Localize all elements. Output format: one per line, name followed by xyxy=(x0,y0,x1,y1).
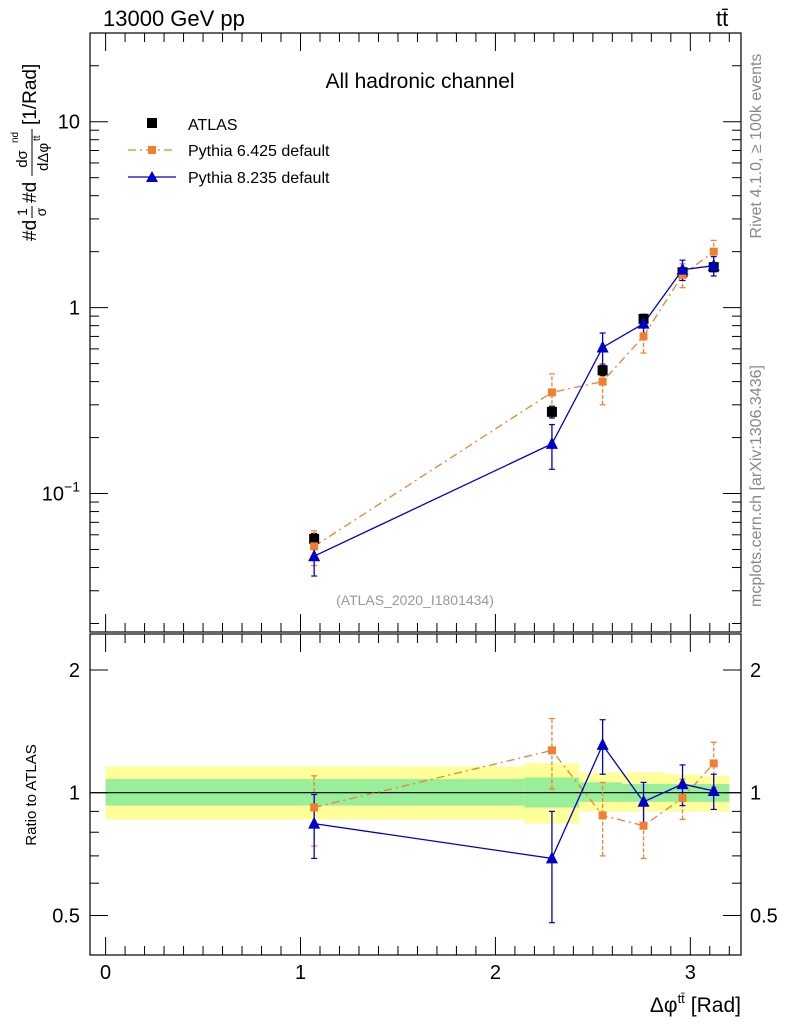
process-label: tt̄ xyxy=(716,6,729,31)
x-tick-label: 2 xyxy=(490,962,501,984)
main-y-tick-label: 1 xyxy=(69,298,80,320)
ratio-panel: 0.5 0.5 1 1 2 2 0 1 2 3 Ratio to ATLAS Δφtt̄ [Rad… xyxy=(23,633,778,1017)
legend-entry-pythia8: Pythia 8.235 default xyxy=(128,170,330,187)
ylabel-frac2-den-sup: tt̄ xyxy=(31,135,43,141)
ratio-point-pythia-6-425-default xyxy=(547,746,556,755)
x-tick-labels: 0 1 2 3 xyxy=(100,962,696,984)
ylabel-mid: #d xyxy=(20,182,41,203)
main-point-atlas xyxy=(546,406,557,417)
legend-pythia8-marker xyxy=(146,171,158,182)
main-point-atlas xyxy=(597,365,608,376)
energy-label: 13000 GeV pp xyxy=(103,6,245,31)
legend-entry-pythia6: Pythia 6.425 default xyxy=(128,143,330,160)
main-point-pythia-6-425-default xyxy=(678,270,687,279)
main-point-pythia-8-235-default xyxy=(676,262,689,275)
ratio-y-tick-label: 2 xyxy=(69,660,80,682)
main-point-atlas xyxy=(309,533,320,544)
legend-atlas-label: ATLAS xyxy=(188,117,238,134)
main-line-pythia-8-235-default xyxy=(313,265,714,557)
ratio-point-pythia-6-425-default xyxy=(678,794,687,803)
ylabel-unit: [1/Rad] xyxy=(20,64,41,125)
ratio-band-inner xyxy=(579,782,623,802)
main-point-pythia-8-235-default xyxy=(308,549,321,562)
main-point-pythia-6-425-default xyxy=(310,542,319,551)
ratio-line-pythia-6-425-default xyxy=(313,749,715,827)
main-point-pythia-6-425-default xyxy=(709,247,718,256)
legend-atlas-marker xyxy=(147,118,157,128)
ratio-point-pythia-6-425-default xyxy=(639,821,648,830)
ratio-y-tick-label-right: 1 xyxy=(750,783,761,805)
ratio-ticks xyxy=(90,634,741,955)
ratio-y-axis-label: Ratio to ATLAS xyxy=(23,744,40,845)
ratio-line-pythia-8-235-default xyxy=(314,743,714,860)
main-frame xyxy=(89,32,742,633)
svg-text:#d: #d xyxy=(20,220,41,241)
ratio-point-pythia-6-425-default xyxy=(310,803,319,812)
legend: ATLAS Pythia 6.425 default Pythia 8.235 … xyxy=(128,117,330,187)
ratio-point-pythia-8-235-default xyxy=(545,851,558,864)
main-point-pythia-8-235-default xyxy=(637,316,650,329)
ratio-point-pythia-8-235-default xyxy=(707,783,720,796)
main-line-pythia-6-425-default xyxy=(313,251,715,547)
x-tick-label: 0 xyxy=(100,962,111,984)
x-tick-label: 3 xyxy=(685,962,696,984)
ratio-y-tick-labels: 0.5 0.5 1 1 2 2 xyxy=(52,660,778,928)
ratio-series-lines xyxy=(313,743,715,860)
main-point-pythia-6-425-default xyxy=(639,332,648,341)
ratio-y-tick-label: 0.5 xyxy=(52,905,80,927)
ylabel-frac2-den: dΔφ xyxy=(35,143,52,171)
main-y-tick-labels: 10−1 1 10 xyxy=(42,112,80,506)
main-point-pythia-8-235-default xyxy=(596,340,609,353)
main-point-pythia-6-425-default xyxy=(598,377,607,386)
main-y-axis-label: #d 1 σ #d dσ nd dΔφ tt̄ [1/Rad] xyxy=(10,64,52,241)
legend-entry-atlas: ATLAS xyxy=(147,117,238,134)
main-ticks xyxy=(90,32,741,632)
main-point-pythia-6-425-default xyxy=(547,388,556,397)
ylabel-frac2-sup: nd xyxy=(10,132,21,143)
ratio-point-pythia-6-425-default xyxy=(709,759,718,768)
ratio-uncertainty-bands xyxy=(105,763,730,824)
legend-pythia6-marker xyxy=(148,146,156,154)
ratio-point-pythia-6-425-default xyxy=(598,811,607,820)
legend-pythia8-label: Pythia 8.235 default xyxy=(188,170,330,187)
ylabel-frac1-den: σ xyxy=(33,207,49,216)
legend-pythia6-label: Pythia 6.425 default xyxy=(188,143,330,160)
main-title: All hadronic channel xyxy=(325,70,514,93)
x-axis-label: Δφtt̄ [Rad] xyxy=(650,991,741,1017)
ratio-markers xyxy=(308,737,720,864)
main-point-pythia-8-235-default xyxy=(545,436,558,449)
x-tick-label: 1 xyxy=(295,962,306,984)
ratio-y-tick-label-right: 2 xyxy=(750,660,761,682)
ratio-point-pythia-8-235-default xyxy=(637,794,650,807)
analysis-tag: (ATLAS_2020_I1801434) xyxy=(336,592,494,608)
ylabel-lead: #d xyxy=(20,220,41,241)
ylabel-frac1-num: 1 xyxy=(14,208,30,216)
ratio-point-pythia-8-235-default xyxy=(308,816,321,829)
main-markers xyxy=(308,247,720,562)
ratio-frame xyxy=(89,633,742,956)
ylabel-frac2-num: dσ xyxy=(14,149,31,167)
main-y-tick-label: 10 xyxy=(58,112,80,134)
ratio-point-pythia-8-235-default xyxy=(676,777,689,790)
main-y-tick-label: 10−1 xyxy=(42,479,80,506)
main-error-bars xyxy=(311,239,717,577)
main-series-lines xyxy=(313,251,715,557)
ratio-point-pythia-8-235-default xyxy=(596,737,609,750)
ratio-error-bars xyxy=(311,717,717,924)
ratio-y-tick-label: 1 xyxy=(69,783,80,805)
main-point-pythia-8-235-default xyxy=(707,258,720,271)
ratio-y-tick-label-right: 0.5 xyxy=(750,905,778,927)
main-panel: 10−1 1 10 All hadronic channel (ATLAS_2020… xyxy=(10,32,742,633)
